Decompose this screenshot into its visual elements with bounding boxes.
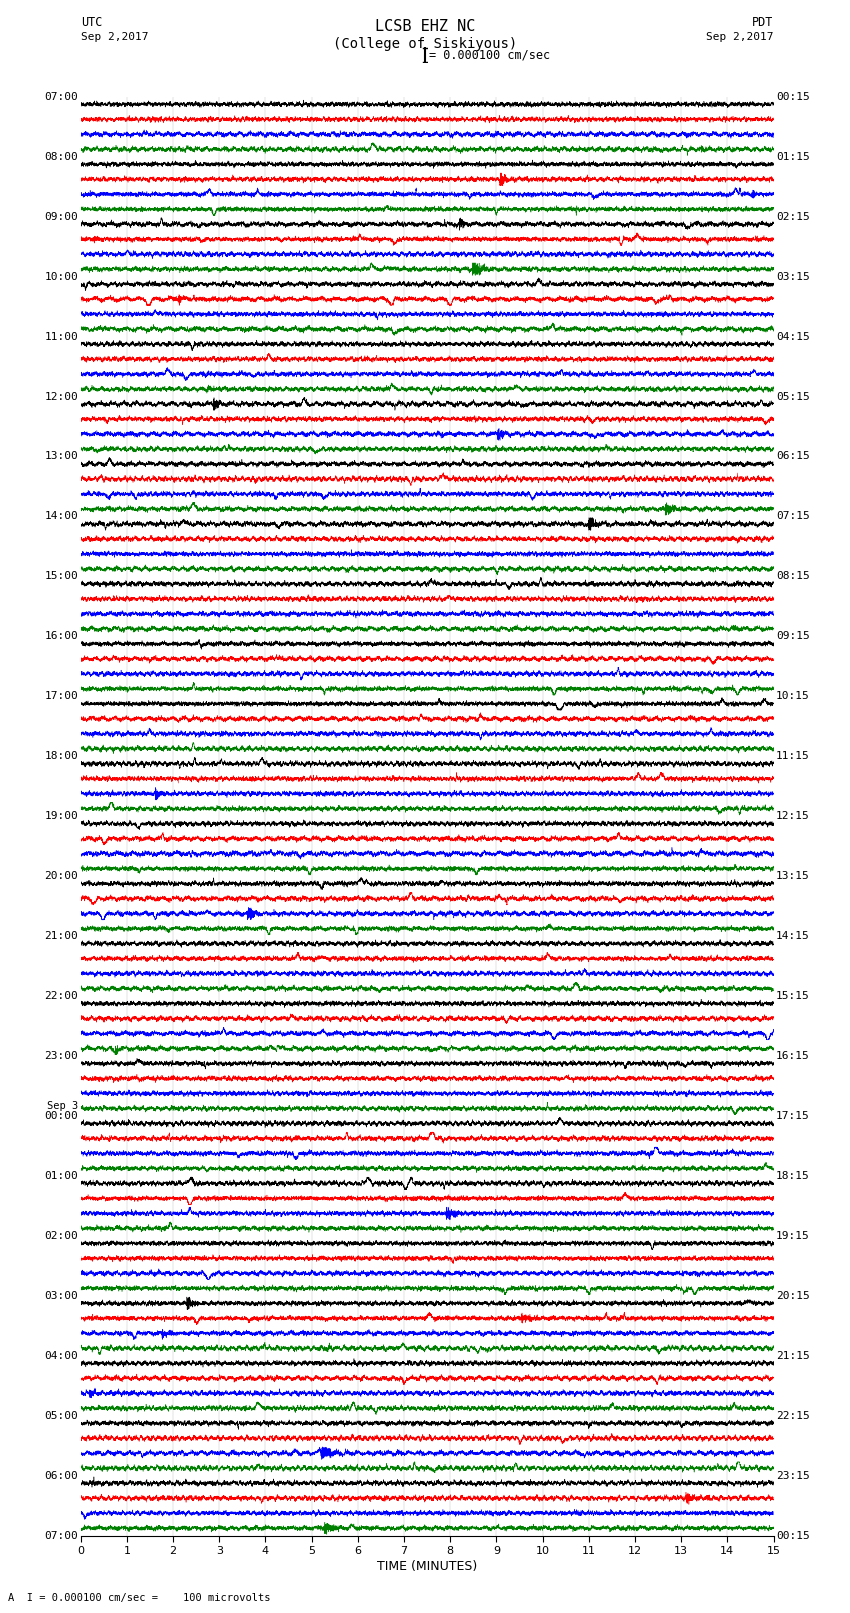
Text: 15:15: 15:15 — [776, 990, 810, 1002]
Text: 16:15: 16:15 — [776, 1052, 810, 1061]
Text: A  I = 0.000100 cm/sec =    100 microvolts: A I = 0.000100 cm/sec = 100 microvolts — [8, 1594, 271, 1603]
Text: 02:00: 02:00 — [44, 1231, 78, 1240]
Text: Sep 2,2017: Sep 2,2017 — [81, 32, 148, 42]
Text: 01:00: 01:00 — [44, 1171, 78, 1181]
Text: 13:15: 13:15 — [776, 871, 810, 881]
Text: 12:15: 12:15 — [776, 811, 810, 821]
Text: 10:15: 10:15 — [776, 692, 810, 702]
Text: 04:15: 04:15 — [776, 332, 810, 342]
Text: 00:15: 00:15 — [776, 92, 810, 102]
Text: 05:15: 05:15 — [776, 392, 810, 402]
Text: (College of Siskiyous): (College of Siskiyous) — [333, 37, 517, 52]
Text: 20:15: 20:15 — [776, 1290, 810, 1300]
Text: 14:00: 14:00 — [44, 511, 78, 521]
Text: 11:15: 11:15 — [776, 752, 810, 761]
Text: 02:15: 02:15 — [776, 211, 810, 221]
Text: 22:15: 22:15 — [776, 1411, 810, 1421]
Text: 06:00: 06:00 — [44, 1471, 78, 1481]
Text: LCSB EHZ NC: LCSB EHZ NC — [375, 19, 475, 34]
Text: 00:00: 00:00 — [44, 1111, 78, 1121]
Text: 08:15: 08:15 — [776, 571, 810, 581]
Text: 00:15: 00:15 — [776, 1531, 810, 1540]
Text: 20:00: 20:00 — [44, 871, 78, 881]
Text: 03:00: 03:00 — [44, 1290, 78, 1300]
Text: 07:00: 07:00 — [44, 1531, 78, 1540]
Text: 01:15: 01:15 — [776, 152, 810, 161]
Text: 11:00: 11:00 — [44, 332, 78, 342]
Text: 18:00: 18:00 — [44, 752, 78, 761]
Text: 23:15: 23:15 — [776, 1471, 810, 1481]
Text: 04:00: 04:00 — [44, 1350, 78, 1361]
Text: 17:00: 17:00 — [44, 692, 78, 702]
Text: 22:00: 22:00 — [44, 990, 78, 1002]
Text: PDT: PDT — [752, 16, 774, 29]
Text: Sep 2,2017: Sep 2,2017 — [706, 32, 774, 42]
Text: 09:15: 09:15 — [776, 631, 810, 642]
Text: 03:15: 03:15 — [776, 271, 810, 282]
X-axis label: TIME (MINUTES): TIME (MINUTES) — [377, 1560, 477, 1573]
Text: 14:15: 14:15 — [776, 931, 810, 940]
Text: = 0.000100 cm/sec: = 0.000100 cm/sec — [429, 48, 551, 61]
Text: 08:00: 08:00 — [44, 152, 78, 161]
Text: 15:00: 15:00 — [44, 571, 78, 581]
Text: 23:00: 23:00 — [44, 1052, 78, 1061]
Text: 07:15: 07:15 — [776, 511, 810, 521]
Text: 16:00: 16:00 — [44, 631, 78, 642]
Text: 21:15: 21:15 — [776, 1350, 810, 1361]
Text: 12:00: 12:00 — [44, 392, 78, 402]
Text: 05:00: 05:00 — [44, 1411, 78, 1421]
Text: 13:00: 13:00 — [44, 452, 78, 461]
Text: UTC: UTC — [81, 16, 102, 29]
Text: 17:15: 17:15 — [776, 1111, 810, 1121]
Text: 19:00: 19:00 — [44, 811, 78, 821]
Text: 09:00: 09:00 — [44, 211, 78, 221]
Text: 06:15: 06:15 — [776, 452, 810, 461]
Text: 19:15: 19:15 — [776, 1231, 810, 1240]
Text: 18:15: 18:15 — [776, 1171, 810, 1181]
Text: 10:00: 10:00 — [44, 271, 78, 282]
Text: 07:00: 07:00 — [44, 92, 78, 102]
Text: 21:00: 21:00 — [44, 931, 78, 940]
Text: Sep 3: Sep 3 — [47, 1102, 78, 1111]
